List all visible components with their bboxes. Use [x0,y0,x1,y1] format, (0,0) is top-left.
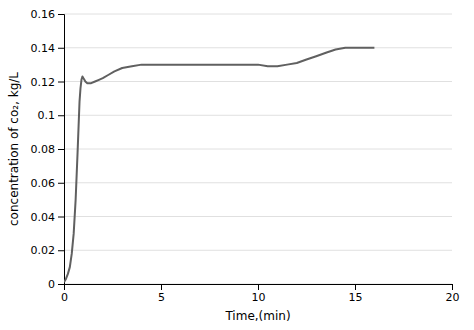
grid-line [64,250,452,251]
y-tick: 0.1 [38,109,65,122]
x-axis-title: Time,(min) [224,309,290,323]
x-tick: 20 [446,284,460,304]
x-tick-label: 5 [158,291,165,304]
x-tick-mark [161,284,162,290]
x-tick-label: 15 [349,291,363,304]
x-axis-line [65,285,453,291]
grid-line [64,47,452,48]
grid-line [64,81,452,82]
y-tick: 0.12 [31,76,65,89]
x-tick: 10 [252,284,266,304]
y-tick-label: 0.02 [31,244,56,257]
y-tick-mark [58,149,64,150]
x-tick-label: 0 [61,291,68,304]
y-tick: 0.06 [31,177,65,190]
grid-line [64,149,452,150]
y-tick-mark [58,82,64,83]
y-tick-label: 0.1 [38,109,56,122]
y-tick-label: 0 [48,278,55,291]
y-tick-label: 0.08 [31,143,56,156]
y-tick: 0 [48,278,64,291]
chart: 0 5 10 15 20 0 0.02 0.04 0.06 0.08 0.1 0.12 0.14 0.16… [0,0,474,330]
x-axis: 0 5 10 15 20 [61,284,460,304]
y-tick-mark [58,217,64,218]
y-tick-mark [58,14,64,15]
y-tick-mark [58,115,64,116]
y-axis: 0 0.02 0.04 0.06 0.08 0.1 0.12 0.14 0.16 [31,8,65,291]
y-axis-line [58,15,65,285]
y-tick-label: 0.12 [31,76,56,89]
grid [64,14,452,284]
marks [64,48,374,283]
x-tick-mark [452,284,453,290]
x-tick-mark [355,284,356,290]
y-tick: 0.08 [31,143,65,156]
grid-line [64,115,452,116]
grid-line [64,182,452,183]
y-tick: 0.04 [31,211,65,224]
x-tick-label: 20 [446,291,460,304]
y-tick: 0.14 [31,42,65,55]
grid-line [64,216,452,217]
y-tick: 0.02 [31,244,65,257]
plot-area: 0 5 10 15 20 0 0.02 0.04 0.06 0.08 0.1 0.12 0.14 0.16 [31,8,460,304]
y-tick-label: 0.14 [31,42,56,55]
y-tick-mark [58,250,64,251]
y-axis-title: concentration of co₂, kg/L [7,72,21,226]
data-line [64,48,374,283]
y-tick-label: 0.16 [31,8,56,21]
x-tick: 15 [349,284,363,304]
x-tick: 5 [158,284,165,304]
y-tick-mark [58,48,64,49]
y-tick-label: 0.06 [31,177,56,190]
y-tick-label: 0.04 [31,211,56,224]
x-tick: 0 [61,284,68,304]
y-tick-mark [58,183,64,184]
x-tick-label: 10 [252,291,266,304]
grid-line [64,14,452,15]
y-tick: 0.16 [31,8,65,21]
y-tick-mark [58,284,64,285]
x-tick-mark [258,284,259,290]
